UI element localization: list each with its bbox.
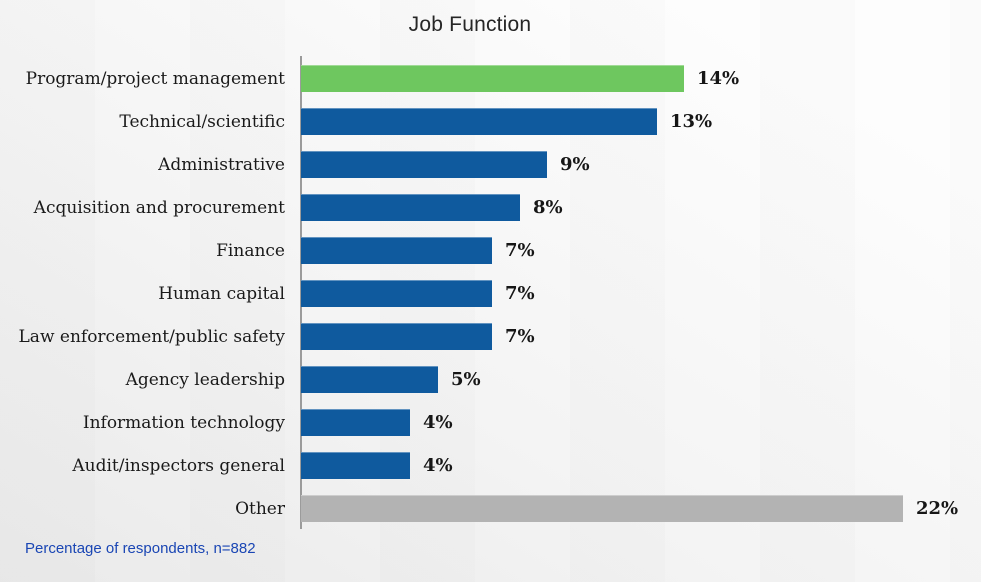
bar-row: Human capital 7% bbox=[0, 272, 981, 315]
bar bbox=[301, 452, 410, 479]
bar bbox=[301, 151, 547, 178]
category-label: Human capital bbox=[158, 283, 285, 304]
bar-value-label: 7% bbox=[505, 326, 535, 347]
bar bbox=[301, 323, 492, 350]
category-label: Audit/inspectors general bbox=[72, 455, 285, 476]
bar-row: Audit/inspectors general 4% bbox=[0, 444, 981, 487]
bar-rows: Program/project management 14% Technical… bbox=[0, 57, 981, 530]
bar-row: Law enforcement/public safety 7% bbox=[0, 315, 981, 358]
bar-value-label: 14% bbox=[697, 68, 740, 89]
category-label: Technical/scientific bbox=[119, 111, 285, 132]
bar-row: Technical/scientific 13% bbox=[0, 100, 981, 143]
bar-row: Information technology 4% bbox=[0, 401, 981, 444]
bar-wrap: 22% bbox=[301, 487, 981, 530]
bar-row: Acquisition and procurement 8% bbox=[0, 186, 981, 229]
bar bbox=[301, 366, 438, 393]
bar-wrap: 13% bbox=[301, 100, 981, 143]
bar bbox=[301, 409, 410, 436]
bar-value-label: 5% bbox=[451, 369, 481, 390]
bar bbox=[301, 237, 492, 264]
bar-wrap: 4% bbox=[301, 444, 981, 487]
bar-row: Agency leadership 5% bbox=[0, 358, 981, 401]
bar-value-label: 22% bbox=[916, 498, 959, 519]
category-label: Administrative bbox=[158, 154, 285, 175]
bar-wrap: 7% bbox=[301, 229, 981, 272]
bar-wrap: 9% bbox=[301, 143, 981, 186]
bar-wrap: 7% bbox=[301, 315, 981, 358]
bar-value-label: 8% bbox=[533, 197, 563, 218]
bar-wrap: 8% bbox=[301, 186, 981, 229]
bar-value-label: 4% bbox=[423, 455, 453, 476]
bar-value-label: 4% bbox=[423, 412, 453, 433]
category-label: Agency leadership bbox=[125, 369, 285, 390]
bar-value-label: 13% bbox=[670, 111, 713, 132]
bar-wrap: 14% bbox=[301, 57, 981, 100]
bar-wrap: 7% bbox=[301, 272, 981, 315]
bar-wrap: 5% bbox=[301, 358, 981, 401]
category-label: Other bbox=[235, 498, 285, 519]
bar bbox=[301, 108, 657, 135]
category-label: Information technology bbox=[82, 412, 285, 433]
bar-value-label: 7% bbox=[505, 240, 535, 261]
bar-wrap: 4% bbox=[301, 401, 981, 444]
bar bbox=[301, 65, 684, 92]
bar-row: Program/project management 14% bbox=[0, 57, 981, 100]
chart-footnote: Percentage of respondents, n=882 bbox=[25, 540, 256, 557]
category-label: Law enforcement/public safety bbox=[18, 326, 285, 347]
bar bbox=[301, 280, 492, 307]
bar-row: Administrative 9% bbox=[0, 143, 981, 186]
bar bbox=[301, 495, 903, 522]
category-label: Acquisition and procurement bbox=[33, 197, 285, 218]
bar-row: Other 22% bbox=[0, 487, 981, 530]
bar-row: Finance 7% bbox=[0, 229, 981, 272]
category-label: Program/project management bbox=[25, 68, 285, 89]
bar bbox=[301, 194, 520, 221]
category-label: Finance bbox=[216, 240, 285, 261]
bar-value-label: 7% bbox=[505, 283, 535, 304]
bar-value-label: 9% bbox=[560, 154, 590, 175]
chart-title: Job Function bbox=[408, 13, 532, 36]
